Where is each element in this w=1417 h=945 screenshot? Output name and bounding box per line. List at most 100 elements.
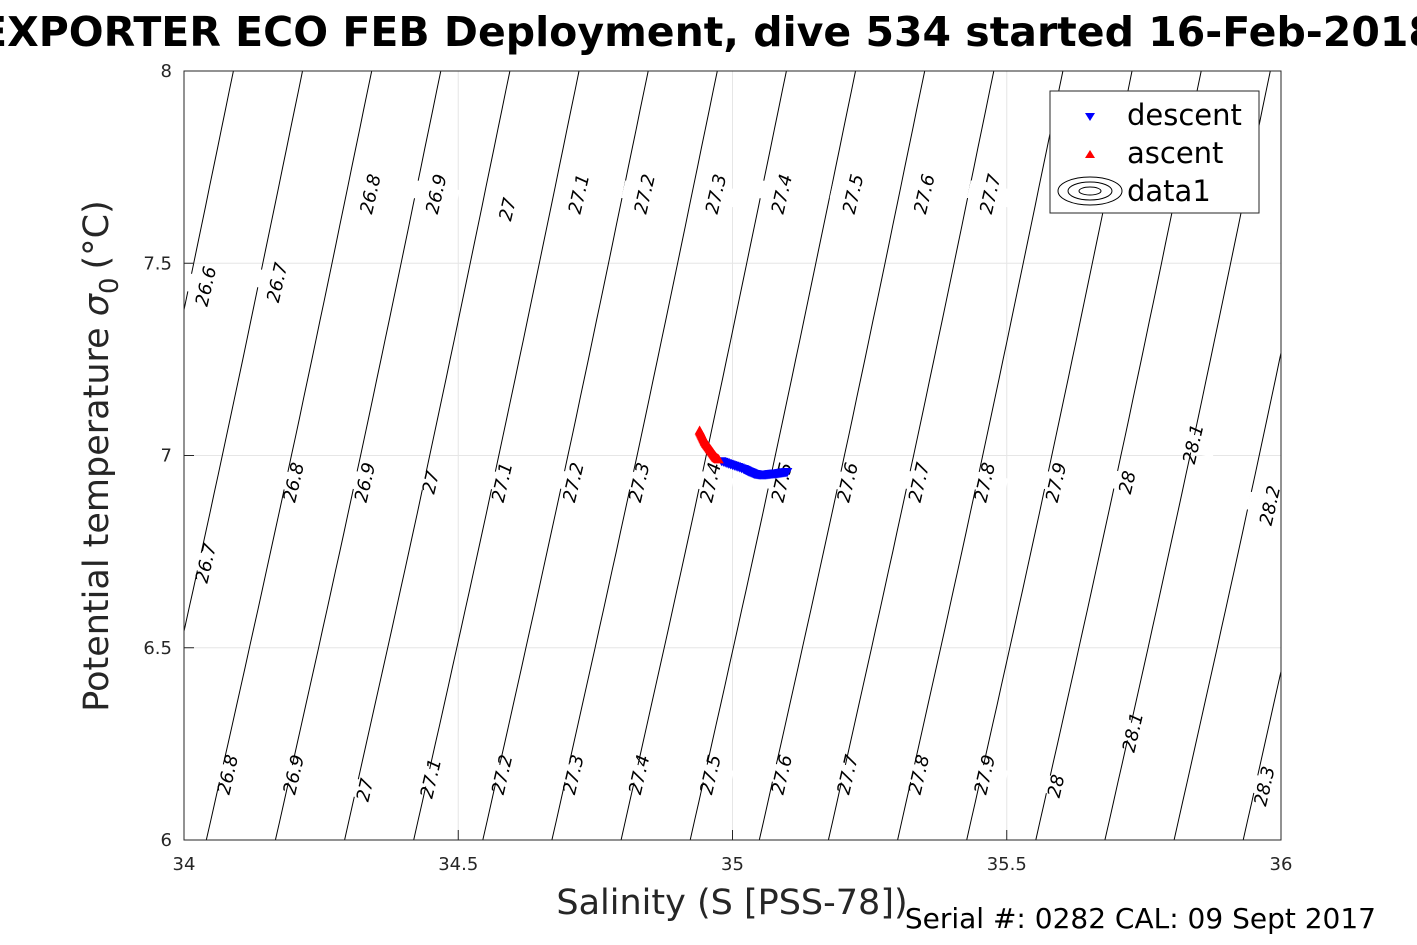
- isopycnal-line: [413, 71, 580, 840]
- contour-label-gap: [1246, 491, 1294, 520]
- contour-label-gap: [621, 180, 669, 208]
- contour-label-gap: [1032, 468, 1080, 497]
- contour-label-gap: [1169, 430, 1217, 458]
- legend-contour-ring-inner: [1078, 186, 1102, 196]
- legend-contour-ring-middle: [1067, 181, 1113, 201]
- contour-label-gap: [615, 760, 663, 789]
- contour-label-gap: [407, 468, 455, 497]
- contour-label-gap: [182, 272, 230, 301]
- y-tick-label: 8: [161, 61, 172, 82]
- legend: descent ascent data1: [1049, 90, 1260, 214]
- legend-contour-ring-outer: [1057, 176, 1123, 206]
- contour-label: 27: [419, 468, 445, 496]
- contour-label-gap: [549, 760, 597, 789]
- contour-label-gap: [478, 468, 526, 497]
- legend-descent-label: descent: [1127, 98, 1242, 132]
- y-tick-label: 7.5: [143, 253, 172, 274]
- contour-label-gap: [961, 760, 1009, 789]
- contour-label-gap: [270, 468, 318, 497]
- contour-label-gap: [484, 195, 532, 224]
- series-descent: [716, 457, 793, 480]
- contour-label-gap: [687, 760, 735, 789]
- contour-label-gap: [1032, 772, 1080, 800]
- x-tick-label: 35.5: [987, 854, 1027, 875]
- contour-label-gap: [615, 468, 663, 497]
- legend-contour-marker: [1057, 176, 1123, 206]
- contour-label-gap: [347, 180, 394, 208]
- contour-label: 27: [495, 195, 521, 223]
- isopycnal-line: [897, 71, 1064, 840]
- descent-marker: [782, 468, 793, 478]
- legend-box: [1049, 90, 1260, 214]
- contour-label-gap: [412, 180, 460, 208]
- isopycnal-line: [551, 71, 718, 840]
- contour-label-gap: [478, 760, 526, 789]
- contour-label-gap: [182, 549, 230, 577]
- y-axis-label-main: Potential temperature: [77, 327, 117, 711]
- chart-title: EXPORTER ECO FEB Deployment, dive 534 st…: [0, 8, 1417, 56]
- contour-label-gap: [824, 760, 872, 789]
- footer-serial-cal: Serial #: 0282 CAL: 09 Sept 2017: [905, 902, 1376, 935]
- x-axis-ticks: 34 34.5 35 35.5 36: [173, 830, 1293, 875]
- x-tick-label: 36: [1270, 854, 1293, 875]
- y-tick-label: 6.5: [143, 638, 172, 659]
- contour-label-gap: [341, 776, 389, 804]
- contour-label-gap: [824, 468, 872, 497]
- contour-label-gap: [204, 760, 252, 789]
- x-tick-label: 34: [173, 854, 196, 875]
- series-ascent: [694, 425, 724, 464]
- y-axis-label: Potential temperature σ0 (°C): [77, 200, 125, 712]
- isopycnal-line: [620, 71, 787, 840]
- y-axis-label-sigma: σ: [77, 292, 117, 316]
- contour-label-gap: [687, 468, 735, 497]
- contour-labels: 26.6 26.726.8 26.9 27 27.1 27.2 27.3 27.4 27.5 27…: [182, 172, 1294, 808]
- legend-descent-marker: [1085, 113, 1095, 121]
- contour-label-gap: [253, 268, 301, 297]
- isopycnal-line: [184, 71, 303, 634]
- contour-label-gap: [961, 468, 1009, 497]
- contour-label-gap: [407, 764, 455, 793]
- contour-label-gap: [829, 180, 877, 208]
- contour-label-gap: [966, 180, 1014, 208]
- isopycnal-line: [689, 71, 856, 840]
- contour-label: 27: [353, 776, 379, 804]
- isopycnal-line: [1242, 669, 1281, 840]
- legend-ascent-marker: [1085, 150, 1095, 158]
- y-tick-label: 6: [161, 830, 172, 851]
- contour-label: 28: [1115, 469, 1141, 496]
- contour-label-gap: [1241, 772, 1289, 800]
- y-axis-label-subscript: 0: [95, 277, 125, 294]
- isopycnal-line: [184, 71, 234, 313]
- x-tick-label: 35: [721, 854, 744, 875]
- contour-label-gap: [555, 180, 603, 208]
- ascent-marker: [713, 454, 724, 464]
- isopycnal-line: [1173, 350, 1281, 840]
- legend-data1-label: data1: [1127, 174, 1211, 208]
- contour-label-gap: [1103, 468, 1151, 497]
- y-axis-ticks: 6 6.5 7 7.5 8: [143, 61, 194, 851]
- isopycnal-line: [344, 71, 511, 840]
- isopycnal-line: [274, 71, 442, 840]
- contour-label-gap: [692, 180, 740, 208]
- isopycnal-line: [758, 71, 926, 840]
- legend-ascent-label: ascent: [1127, 136, 1223, 170]
- isopycnal-line: [827, 71, 995, 840]
- y-tick-label: 7: [161, 446, 172, 467]
- data-series: [694, 425, 793, 480]
- y-axis-label-unit: (°C): [77, 200, 117, 269]
- contour-label-gap: [758, 180, 806, 208]
- contour-label-gap: [549, 468, 597, 497]
- x-axis-label: Salinity (S [PSS-78]): [556, 883, 907, 923]
- contour-label-gap: [341, 468, 389, 497]
- contour-label-gap: [895, 468, 943, 497]
- isopycnal-line: [205, 71, 373, 840]
- isopycnal-line: [482, 71, 649, 840]
- contour-label: 28: [1044, 773, 1070, 800]
- contour-label-gap: [270, 760, 318, 789]
- contour-label-gap: [1109, 718, 1157, 747]
- contour-label-gap: [901, 180, 948, 208]
- contour-label-gap: [895, 760, 943, 789]
- contour-label-gap: [758, 760, 806, 789]
- x-tick-label: 34.5: [438, 854, 478, 875]
